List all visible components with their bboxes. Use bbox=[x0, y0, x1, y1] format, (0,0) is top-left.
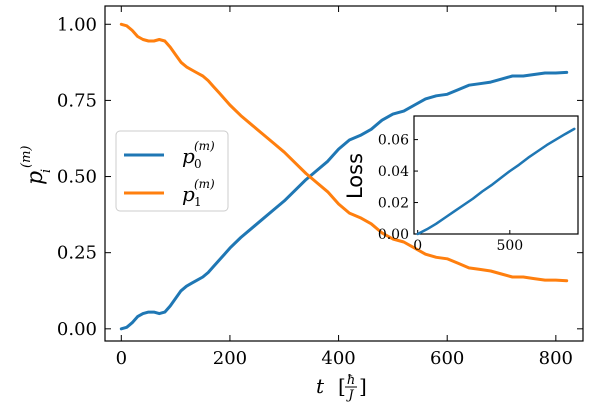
inset-ticks: 0 500 0.00 0.02 0.04 0.06 bbox=[378, 133, 523, 254]
main-ticks: 0 200 400 600 800 0.00 0.25 0.50 0.75 1.00 bbox=[57, 6, 583, 369]
y-tick-label: 0.50 bbox=[57, 167, 97, 188]
svg-text:i: i bbox=[39, 169, 54, 173]
inset-y-tick-label: 0.04 bbox=[378, 164, 409, 180]
inset-lines bbox=[416, 127, 576, 236]
main-plot-frame bbox=[104, 5, 584, 342]
main-lines bbox=[119, 22, 569, 331]
inset-series-line-loss bbox=[416, 127, 576, 236]
y-axis-label: p i (m) bbox=[19, 146, 54, 186]
inset-plot-frame bbox=[413, 115, 579, 235]
legend-label-p1: p bbox=[182, 182, 195, 206]
x-axis-unit-hbar: ħ bbox=[347, 373, 355, 388]
x-axis-label: t bbox=[316, 374, 325, 398]
legend-label-p1-sub: 1 bbox=[194, 195, 202, 209]
x-tick-label: 0 bbox=[116, 348, 127, 369]
legend: p 0 (m) p 1 (m) bbox=[115, 130, 229, 212]
legend-label-p0: p bbox=[182, 144, 195, 168]
legend-label-p0-sub: 0 bbox=[194, 157, 202, 171]
svg-text:(m): (m) bbox=[19, 146, 34, 168]
y-tick-label: 0.00 bbox=[57, 319, 97, 340]
inset-y-tick-label: 0.02 bbox=[378, 196, 409, 212]
x-tick-label: 800 bbox=[539, 348, 573, 369]
x-tick-label: 400 bbox=[321, 348, 355, 369]
y-tick-label: 1.00 bbox=[57, 14, 97, 35]
inset-x-tick-label: 500 bbox=[496, 238, 523, 254]
x-tick-label: 600 bbox=[430, 348, 464, 369]
svg-text:p: p bbox=[23, 171, 48, 185]
legend-box bbox=[115, 130, 229, 212]
y-tick-label: 0.25 bbox=[57, 243, 97, 264]
inset-background bbox=[414, 116, 578, 234]
series-line-p0 bbox=[119, 70, 569, 331]
x-axis-unit-close: ] bbox=[359, 374, 367, 398]
inset-y-tick-label: 0.06 bbox=[378, 133, 409, 149]
inset-y-tick-label: 0.00 bbox=[378, 227, 409, 243]
inset-x-tick-label: 0 bbox=[413, 238, 422, 254]
legend-label-p0-sup: (m) bbox=[194, 139, 215, 153]
y-tick-label: 0.75 bbox=[57, 90, 97, 111]
legend-label-p1-sup: (m) bbox=[194, 177, 215, 191]
series-line-p1 bbox=[119, 22, 569, 283]
x-axis-unit-j: J bbox=[345, 388, 354, 403]
x-tick-label: 200 bbox=[213, 348, 247, 369]
inset-y-axis-label: Loss bbox=[343, 153, 367, 199]
x-axis-unit: [ bbox=[338, 374, 346, 398]
